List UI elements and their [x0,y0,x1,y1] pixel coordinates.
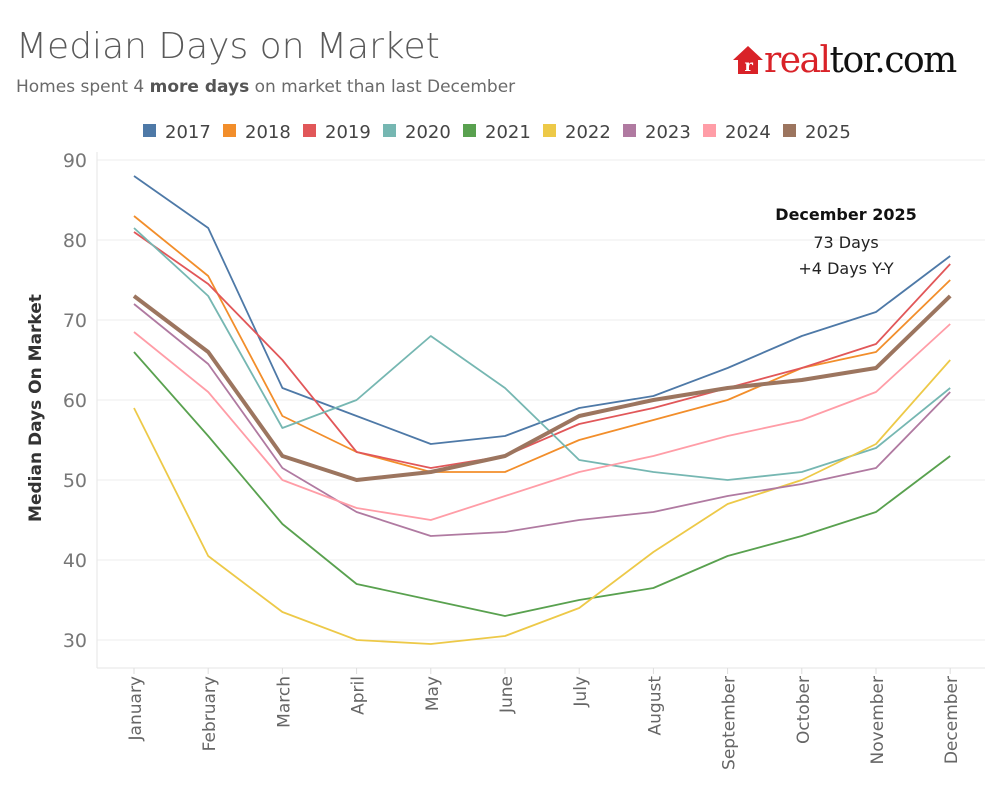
svg-text:r: r [745,56,754,75]
legend-swatch [703,124,716,137]
x-tick-label: January [126,676,146,741]
series-line-2019 [133,231,951,469]
series-line-2018 [133,215,951,473]
house-icon: r [733,46,763,75]
x-tick-label: March [274,676,294,728]
y-axis-title: Median Days On Market [26,294,46,522]
series-line-2024 [133,323,951,521]
realtor-logo: r realtor.com [732,40,957,81]
series-line-2022 [133,359,951,645]
legend-label: 2024 [725,122,771,143]
legend-swatch [543,124,556,137]
legend-label: 2023 [645,122,691,143]
x-tick-label: July [571,676,591,708]
legend-swatch [143,124,156,137]
x-tick-label: September [720,676,740,770]
y-tick-label: 40 [63,550,87,572]
x-tick-label: August [645,676,665,736]
legend-swatch [223,124,236,137]
annotation-line2: +4 Days Y-Y [798,259,893,278]
y-tick-label: 80 [63,230,87,252]
y-tick-label: 50 [63,470,87,492]
x-tick-label: June [497,676,517,714]
legend-label: 2017 [165,122,211,143]
legend-label: 2020 [405,122,451,143]
series-line-2020 [133,227,951,481]
subtitle-post: on market than last December [249,77,516,97]
x-tick-label: April [349,676,369,715]
x-tick-label: February [200,676,220,751]
x-tick-label: December [942,676,962,764]
x-tick-label: May [423,676,443,711]
legend-label: 2022 [565,122,611,143]
series-line-2023 [133,303,951,537]
series-line-2017 [133,175,951,445]
annotation-line1: 73 Days [813,233,878,252]
series-line-2021 [133,351,951,617]
series-line-2025 [132,294,952,482]
x-tick-label: October [794,676,814,744]
y-tick-label: 60 [63,390,87,412]
y-tick-label: 70 [63,310,87,332]
legend-swatch [303,124,316,137]
legend-label: 2025 [805,122,851,143]
subtitle: Homes spent 4 more days on market than l… [16,77,515,97]
legend-label: 2018 [245,122,291,143]
legend-swatch [783,124,796,137]
annotation-title: December 2025 [775,205,916,224]
y-tick-label: 30 [63,630,87,652]
page-title: Median Days on Market [16,26,440,67]
x-tick-label: November [868,676,888,764]
legend-swatch [463,124,476,137]
legend-swatch [623,124,636,137]
subtitle-bold: more days [149,77,250,97]
legend-label: 2019 [325,122,371,143]
legend-label: 2021 [485,122,531,143]
legend-swatch [383,124,396,137]
subtitle-pre: Homes spent 4 [16,77,150,97]
y-tick-label: 90 [63,150,87,172]
